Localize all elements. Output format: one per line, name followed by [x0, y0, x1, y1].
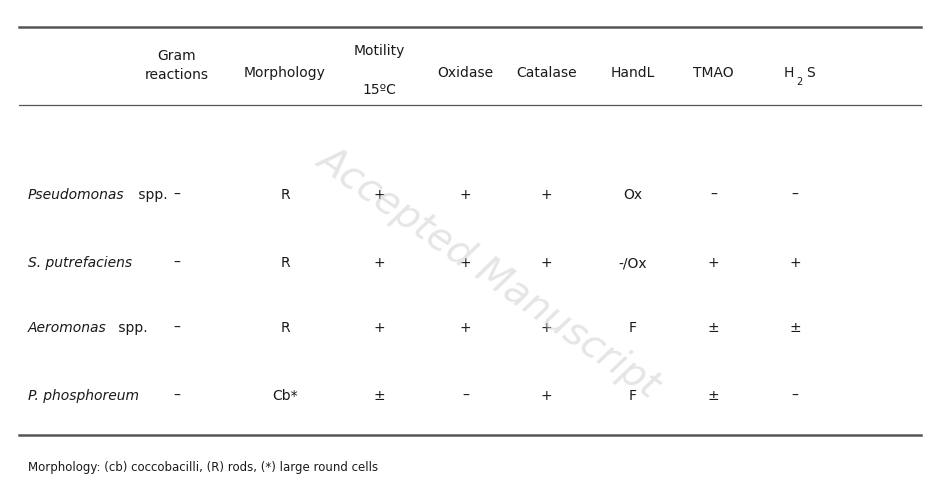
Text: Accepted Manuscript: Accepted Manuscript — [309, 139, 666, 405]
Text: R: R — [280, 256, 290, 270]
Text: Catalase: Catalase — [516, 66, 577, 80]
Text: –: – — [791, 389, 798, 403]
Text: –: – — [173, 187, 180, 201]
Text: ±: ± — [789, 321, 801, 335]
Text: +: + — [460, 187, 471, 201]
Text: –: – — [173, 389, 180, 403]
Text: S. putrefaciens: S. putrefaciens — [28, 256, 132, 270]
Text: S: S — [807, 66, 815, 80]
Text: 15ºC: 15ºC — [363, 83, 397, 97]
Text: +: + — [540, 256, 553, 270]
Text: +: + — [374, 187, 385, 201]
Text: +: + — [789, 256, 801, 270]
Text: +: + — [374, 321, 385, 335]
Text: Gram
reactions: Gram reactions — [145, 49, 209, 82]
Text: TMAO: TMAO — [694, 66, 734, 80]
Text: H: H — [784, 66, 794, 80]
Text: -/Ox: -/Ox — [619, 256, 647, 270]
Text: –: – — [791, 187, 798, 201]
Text: 2: 2 — [797, 77, 803, 87]
Text: –: – — [173, 256, 180, 270]
Text: ±: ± — [374, 389, 385, 403]
Text: +: + — [460, 321, 471, 335]
Text: ±: ± — [708, 389, 719, 403]
Text: R: R — [280, 321, 290, 335]
Text: spp.: spp. — [115, 321, 149, 335]
Text: –: – — [462, 389, 469, 403]
Text: Pseudomonas: Pseudomonas — [28, 187, 124, 201]
Text: +: + — [708, 256, 719, 270]
Text: spp.: spp. — [134, 187, 168, 201]
Text: Ox: Ox — [623, 187, 642, 201]
Text: +: + — [374, 256, 385, 270]
Text: HandL: HandL — [610, 66, 654, 80]
Text: Morphology: (cb) coccobacilli, (R) rods, (*) large round cells: Morphology: (cb) coccobacilli, (R) rods,… — [28, 461, 378, 474]
Text: F: F — [629, 389, 636, 403]
Text: +: + — [460, 256, 471, 270]
Text: –: – — [173, 321, 180, 335]
Text: Cb*: Cb* — [273, 389, 298, 403]
Text: +: + — [540, 187, 553, 201]
Text: P. phosphoreum: P. phosphoreum — [28, 389, 139, 403]
Text: R: R — [280, 187, 290, 201]
Text: F: F — [629, 321, 636, 335]
Text: –: – — [711, 187, 717, 201]
Text: ±: ± — [708, 321, 719, 335]
Text: Aeromonas: Aeromonas — [28, 321, 106, 335]
Text: Oxidase: Oxidase — [437, 66, 494, 80]
Text: +: + — [540, 389, 553, 403]
Text: +: + — [540, 321, 553, 335]
Text: Morphology: Morphology — [244, 66, 326, 80]
Text: Motility: Motility — [354, 44, 405, 58]
